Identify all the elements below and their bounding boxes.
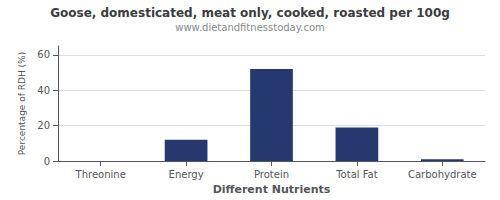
svg-text:Protein: Protein [254, 169, 289, 180]
svg-text:Energy: Energy [169, 169, 204, 180]
svg-text:Threonine: Threonine [75, 169, 126, 180]
svg-text:Goose, domesticated, meat only: Goose, domesticated, meat only, cooked, … [50, 6, 450, 20]
svg-text:0: 0 [44, 156, 50, 167]
svg-text:Different Nutrients: Different Nutrients [213, 183, 331, 196]
svg-text:Percentage of RDH (%): Percentage of RDH (%) [17, 52, 27, 155]
svg-text:20: 20 [37, 120, 50, 131]
svg-text:40: 40 [37, 85, 50, 96]
svg-text:60: 60 [37, 49, 50, 60]
svg-text:Total Fat: Total Fat [335, 169, 377, 180]
svg-text:Carbohydrate: Carbohydrate [408, 169, 477, 180]
svg-text:www.dietandfitnesstoday.com: www.dietandfitnesstoday.com [175, 22, 324, 33]
